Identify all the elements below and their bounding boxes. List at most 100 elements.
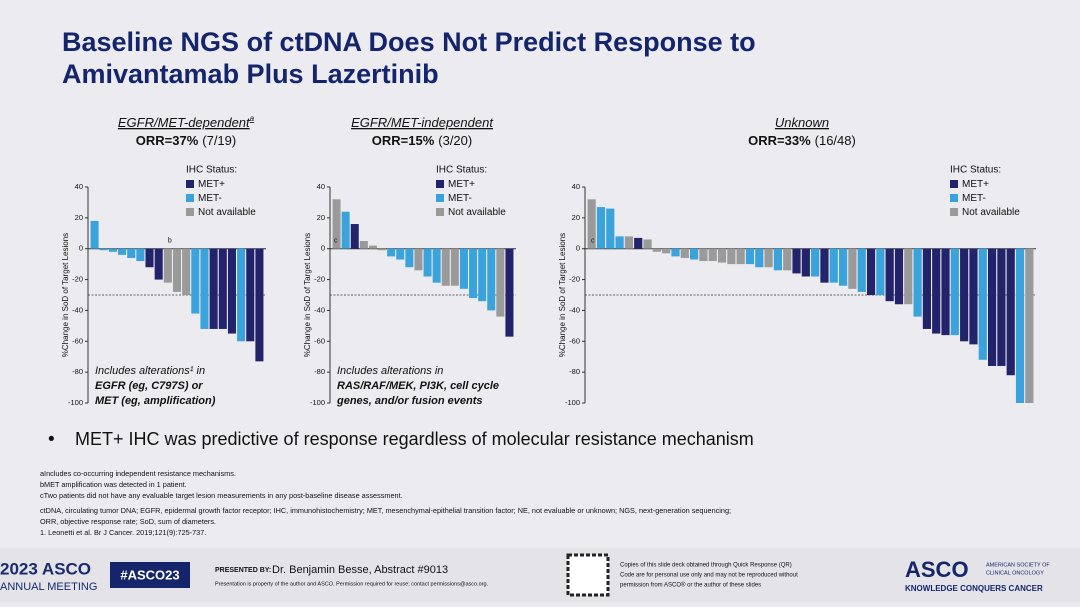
chart-heading: Unknown <box>775 115 829 130</box>
bar <box>387 248 396 257</box>
bar <box>671 248 680 257</box>
bar <box>680 248 689 258</box>
footnote: aIncludes co-occurring independent resis… <box>40 469 236 478</box>
bar <box>496 248 505 317</box>
logo: ASCO <box>905 557 969 582</box>
legend-swatch <box>950 180 958 188</box>
bar <box>99 248 108 251</box>
heading-text: EGFR/MET-dependent <box>118 115 251 130</box>
bar <box>145 248 154 268</box>
bar <box>441 248 450 286</box>
y-tick-label: 0 <box>79 244 83 253</box>
bar <box>960 248 969 342</box>
note: genes, and/or fusion events <box>336 395 482 407</box>
legend-label: MET- <box>198 193 222 204</box>
legend-swatch <box>950 208 958 216</box>
bar <box>378 248 387 251</box>
bar <box>829 248 838 283</box>
bar <box>634 237 643 249</box>
hashtag: #ASCO23 <box>120 567 179 582</box>
bullet-dot: • <box>48 429 55 450</box>
footnote: cTwo patients did not have any evaluable… <box>40 491 403 500</box>
legend-swatch <box>186 194 194 202</box>
bar <box>218 248 227 329</box>
bar <box>745 248 755 265</box>
bar <box>255 248 264 362</box>
bar <box>904 248 913 305</box>
bar <box>118 248 127 255</box>
bar <box>1015 248 1025 403</box>
note: Includes alterations¹ in <box>95 365 205 377</box>
chart-heading: EGFR/MET-independent <box>351 115 494 130</box>
bar <box>969 248 978 345</box>
y-tick-label: 20 <box>75 213 83 222</box>
footnote: 1. Leonetti et al. Br J Cancer. 2019;121… <box>40 528 206 537</box>
bar <box>359 241 368 249</box>
footnotes: aIncludes co-occurring independent resis… <box>40 469 731 537</box>
y-tick-label: -20 <box>72 275 83 284</box>
bar <box>615 236 624 249</box>
bar <box>469 248 478 299</box>
orr-detail: (16/48) <box>815 133 856 148</box>
bar <box>332 199 341 249</box>
society: AMERICAN SOCIETY OF <box>986 562 1050 568</box>
footnote: ctDNA, circulating tumor DNA; EGFR, epid… <box>40 506 731 515</box>
bar <box>450 248 459 286</box>
bar <box>764 248 773 268</box>
bar <box>191 248 200 314</box>
meeting: ANNUAL MEETING <box>0 581 97 593</box>
y-tick-label: 20 <box>317 213 325 222</box>
bar <box>894 248 904 305</box>
property: Presentation is property of the author a… <box>215 581 489 587</box>
y-tick-label: 0 <box>576 244 580 253</box>
legend-label: MET+ <box>448 179 475 190</box>
bar <box>773 248 783 271</box>
bar <box>108 248 117 252</box>
bar <box>941 248 950 336</box>
bar <box>801 248 810 277</box>
bar <box>90 220 99 249</box>
y-tick-label: -20 <box>569 275 580 284</box>
legend-label: MET- <box>448 193 472 204</box>
y-axis-label: %Change in SoD of Target Lesions <box>61 233 70 357</box>
bar <box>783 248 792 271</box>
bar <box>736 248 745 265</box>
copies: Code are for personal use only and may n… <box>620 573 798 579</box>
bar <box>932 248 941 334</box>
qr-code <box>566 553 610 597</box>
legend-title: IHC Status: <box>186 165 237 176</box>
orr: ORR=37% (7/19) <box>136 133 236 148</box>
bar <box>350 224 359 249</box>
bar <box>876 248 885 295</box>
y-tick-label: 20 <box>572 213 580 222</box>
bar <box>432 248 441 283</box>
bar <box>792 248 801 274</box>
bullet: MET+ IHC was predictive of response rega… <box>75 429 754 449</box>
bar <box>997 248 1006 366</box>
presenter: Dr. Benjamin Besse, Abstract #9013 <box>272 564 448 576</box>
y-tick-label: -40 <box>314 305 325 314</box>
bar <box>689 248 699 260</box>
legend-label: Not available <box>198 207 256 218</box>
y-tick-label: -60 <box>72 336 83 345</box>
y-tick-label: -80 <box>569 367 580 376</box>
bar <box>811 248 820 277</box>
note: Includes alterations in <box>337 365 443 377</box>
bar <box>368 245 377 249</box>
bar <box>237 248 246 342</box>
bar <box>209 248 218 329</box>
presented-by: PRESENTED BY: <box>215 567 271 574</box>
bar <box>857 248 866 292</box>
bar <box>487 248 496 311</box>
heading-text: EGFR/MET-independent <box>351 115 494 130</box>
orr: ORR=15% (3/20) <box>372 133 472 148</box>
title-line: Amivantamab Plus Lazertinib <box>62 59 439 89</box>
note: EGFR (eg, C797S) or <box>95 380 203 392</box>
bar <box>820 248 829 283</box>
bar <box>478 248 487 302</box>
y-tick-label: -100 <box>68 398 83 407</box>
annotation: c <box>334 238 338 245</box>
footnote: bMET amplification was detected in 1 pat… <box>40 480 187 489</box>
bar <box>396 248 405 260</box>
